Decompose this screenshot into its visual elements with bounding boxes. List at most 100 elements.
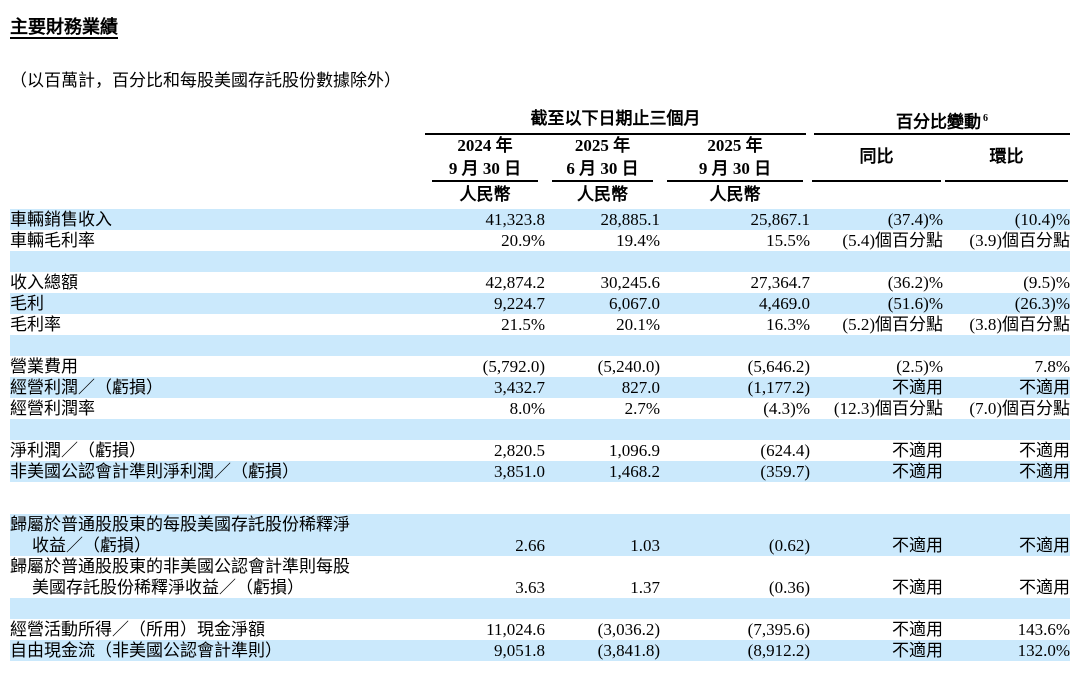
value-cell: 1,096.9	[609, 441, 660, 460]
value-cell: 2,820.5	[494, 441, 545, 460]
value-cell: 不適用	[892, 441, 943, 460]
row-label: 營業費用	[10, 357, 78, 376]
table-spacer-row	[10, 335, 1070, 356]
table-row: 營業費用 (5,792.0) (5,240.0) (5,646.2) (2.5)% 7.8…	[10, 356, 1070, 377]
value-cell: 3.63	[515, 578, 545, 597]
row-label: 歸屬於普通股股東的非美國公認會計準則每股 美國存託股份稀釋淨收益／（虧損）	[10, 557, 350, 597]
table-row: 收入總額 42,874.2 30,245.6 27,364.7 (36.2)% (9.5)…	[10, 272, 1070, 293]
value-cell: 不適用	[892, 578, 943, 597]
value-cell: (5,646.2)	[747, 357, 810, 376]
header-spacer-cell	[10, 108, 425, 135]
value-cell: 1.03	[630, 536, 660, 555]
table-row: 歸屬於普通股股東的每股美國存託股份稀釋淨 收益／（虧損） 2.66 1.03 (0.62…	[10, 514, 1070, 556]
value-cell: 不適用	[1019, 578, 1070, 597]
value-cell: 11,024.6	[486, 620, 545, 639]
currency-label: 人民幣	[459, 185, 511, 204]
table-spacer-row	[10, 598, 1070, 619]
table-group-header-row: 截至以下日期止三個月 百分比變動 6	[10, 108, 1070, 135]
units-note: （以百萬計，百分比和每股美國存託股份數據除外）	[10, 71, 401, 90]
yoy-column-header: 同比	[812, 133, 941, 182]
value-cell: (624.4)	[760, 441, 810, 460]
value-cell: 4,469.0	[759, 294, 810, 313]
table-row: 淨利潤／（虧損） 2,820.5 1,096.9 (624.4) 不適用 不適用	[10, 440, 1070, 461]
value-cell: 6,067.0	[609, 294, 660, 313]
table-spacer-row	[10, 251, 1070, 272]
row-label: 非美國公認會計準則淨利潤／（虧損）	[10, 462, 299, 481]
table-row: 毛利 9,224.7 6,067.0 4,469.0 (51.6)% (26.3)%	[10, 293, 1070, 314]
value-cell: (3,841.8)	[597, 641, 660, 660]
value-cell: 不適用	[1019, 536, 1070, 555]
value-cell: 不適用	[892, 462, 943, 481]
row-label: 毛利率	[10, 315, 61, 334]
value-cell: (0.62)	[768, 536, 810, 555]
value-cell: 不適用	[892, 620, 943, 639]
value-cell: (0.36)	[768, 578, 810, 597]
table-row: 車輛毛利率 20.9% 19.4% 15.5% (5.4)個百分點 (3.9)個百分點	[10, 230, 1070, 251]
value-cell: (37.4)%	[887, 210, 943, 229]
period-group-header: 截至以下日期止三個月	[425, 108, 806, 135]
period-group-label: 截至以下日期止三個月	[530, 109, 701, 128]
value-cell: 2.7%	[624, 399, 660, 418]
value-cell: 143.6%	[1017, 620, 1070, 639]
footnote-ref: 6	[983, 113, 988, 124]
value-cell: 不適用	[1019, 441, 1070, 460]
value-cell: (5,240.0)	[597, 357, 660, 376]
value-cell: 3,432.7	[494, 378, 545, 397]
qoq-column-header: 環比	[945, 133, 1068, 182]
value-cell: 20.1%	[616, 315, 660, 334]
value-cell: 132.0%	[1017, 641, 1070, 660]
value-cell: 15.5%	[766, 231, 810, 250]
value-cell: (36.2)%	[887, 273, 943, 292]
currency-label: 人民幣	[577, 185, 628, 204]
row-label: 自由現金流（非美國公認會計準則）	[10, 641, 282, 660]
table-row: 毛利率 21.5% 20.1% 16.3% (5.2)個百分點 (3.8)個百分點	[10, 314, 1070, 335]
value-cell: (51.6)%	[887, 294, 943, 313]
value-cell: 1.37	[630, 578, 660, 597]
value-cell: 不適用	[892, 536, 943, 555]
value-cell: 3,851.0	[494, 462, 545, 481]
value-cell: 28,885.1	[600, 210, 661, 229]
value-cell: (9.5)%	[1023, 273, 1070, 292]
table-spacer-row	[10, 419, 1070, 440]
value-cell: 不適用	[1019, 378, 1070, 397]
value-cell: (359.7)	[760, 462, 810, 481]
row-label: 淨利潤／（虧損）	[10, 441, 146, 460]
row-label: 毛利	[10, 294, 44, 313]
value-cell: 25,867.1	[750, 210, 811, 229]
value-cell: 30,245.6	[600, 273, 661, 292]
value-cell: 7.8%	[1034, 357, 1070, 376]
value-cell: 不適用	[892, 378, 943, 397]
value-cell: 不適用	[892, 641, 943, 660]
table-row: 非美國公認會計準則淨利潤／（虧損） 3,851.0 1,468.2 (359.7) 不適…	[10, 461, 1070, 482]
table-currency-row: 人民幣 人民幣 人民幣	[10, 182, 1070, 209]
value-cell: 8.0%	[509, 399, 545, 418]
value-cell: 16.3%	[766, 315, 810, 334]
table-row: 歸屬於普通股股東的非美國公認會計準則每股 美國存託股份稀釋淨收益／（虧損） 3.63…	[10, 556, 1070, 598]
change-group-label: 百分比變動	[896, 112, 981, 132]
row-label: 經營利潤／（虧損）	[10, 378, 163, 397]
value-cell: (10.4)%	[1014, 210, 1070, 229]
value-cell: (3.8)個百分點	[969, 315, 1070, 334]
value-cell: (7.0)個百分點	[969, 399, 1070, 418]
header-spacer-cell	[10, 182, 425, 209]
value-cell: (3.9)個百分點	[969, 231, 1070, 250]
table-row: 自由現金流（非美國公認會計準則） 9,051.8 (3,841.8) (8,912.2…	[10, 640, 1070, 661]
value-cell: 9,224.7	[494, 294, 545, 313]
row-label: 歸屬於普通股股東的每股美國存託股份稀釋淨 收益／（虧損）	[10, 515, 350, 555]
value-cell: (7,395.6)	[747, 620, 810, 639]
table-spacer-row	[10, 482, 1070, 514]
change-group-header: 百分比變動 6	[814, 108, 1070, 135]
value-cell: (8,912.2)	[747, 641, 810, 660]
value-cell: 27,364.7	[750, 273, 811, 292]
table-row: 經營利潤率 8.0% 2.7% (4.3)% (12.3)個百分點 (7.0)個百分點	[10, 398, 1070, 419]
value-cell: (4.3)%	[763, 399, 810, 418]
page-title: 主要財務業績	[10, 17, 118, 37]
value-cell: (26.3)%	[1014, 294, 1070, 313]
value-cell: 827.0	[621, 378, 660, 397]
row-label: 經營利潤率	[10, 399, 95, 418]
row-label: 收入總額	[10, 273, 78, 292]
table-body: 車輛銷售收入 41,323.8 28,885.1 25,867.1 (37.4)% (10…	[10, 209, 1070, 661]
